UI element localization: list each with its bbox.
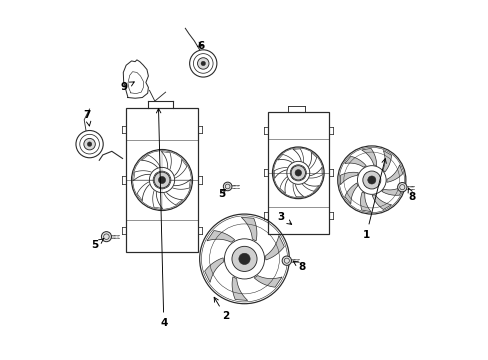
Polygon shape (340, 172, 358, 185)
Polygon shape (204, 258, 223, 283)
Polygon shape (360, 192, 370, 212)
Text: 6: 6 (197, 41, 204, 50)
Polygon shape (371, 195, 391, 210)
Circle shape (282, 256, 291, 265)
Circle shape (197, 58, 208, 69)
Polygon shape (232, 277, 247, 301)
Circle shape (223, 182, 231, 191)
Polygon shape (254, 275, 282, 287)
Polygon shape (361, 148, 376, 166)
Circle shape (87, 142, 92, 147)
Circle shape (201, 61, 205, 66)
Text: 9: 9 (121, 82, 134, 93)
Polygon shape (381, 186, 402, 195)
Text: 8: 8 (292, 261, 305, 272)
Polygon shape (206, 230, 234, 242)
Polygon shape (382, 150, 391, 172)
Circle shape (101, 231, 111, 242)
Text: 5: 5 (218, 189, 225, 199)
Circle shape (154, 172, 169, 188)
Text: 2: 2 (214, 297, 229, 321)
Circle shape (362, 171, 380, 189)
Circle shape (397, 183, 406, 192)
Polygon shape (265, 235, 284, 260)
Text: 4: 4 (156, 108, 167, 328)
Polygon shape (241, 217, 256, 241)
Circle shape (292, 167, 304, 179)
Polygon shape (344, 156, 366, 167)
Circle shape (238, 253, 250, 265)
Circle shape (367, 176, 375, 184)
Circle shape (158, 176, 165, 184)
Text: 8: 8 (407, 188, 415, 202)
Text: 3: 3 (277, 212, 291, 224)
Text: 5: 5 (91, 239, 103, 250)
Text: 7: 7 (83, 110, 91, 126)
Circle shape (155, 174, 168, 186)
Circle shape (290, 166, 305, 180)
Circle shape (83, 138, 95, 150)
Polygon shape (386, 165, 402, 182)
Circle shape (231, 246, 257, 271)
Circle shape (294, 170, 301, 176)
Text: 1: 1 (362, 158, 386, 239)
Polygon shape (344, 183, 357, 204)
